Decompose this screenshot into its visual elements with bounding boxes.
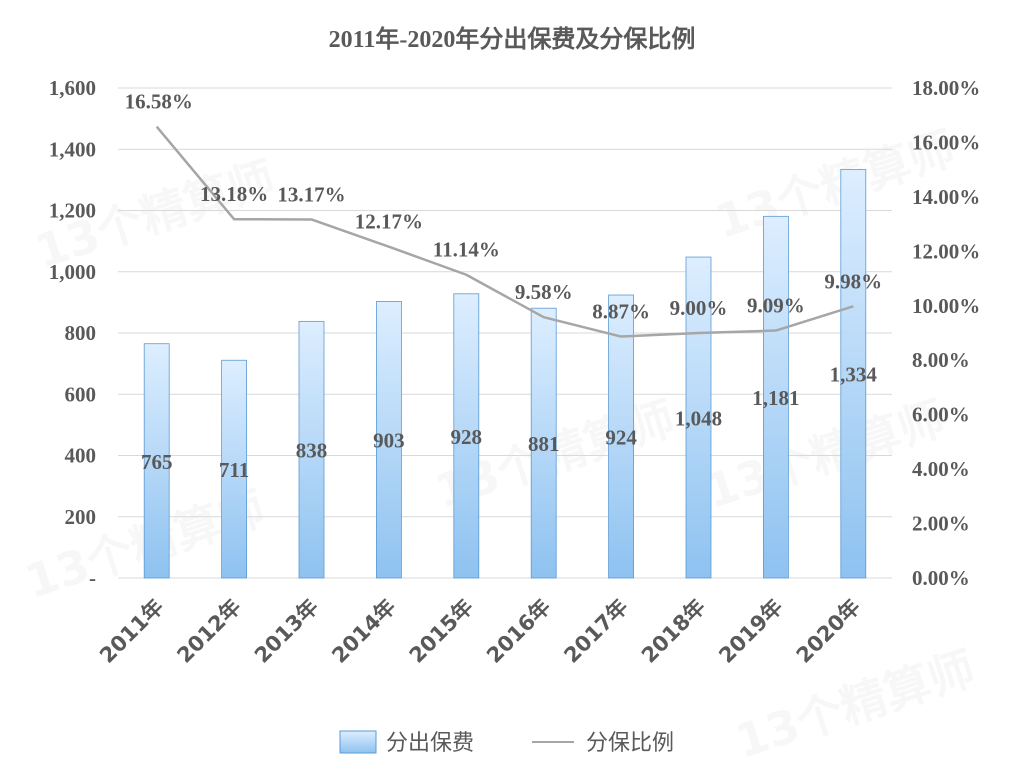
x-tick-label: 2012年 [172, 595, 245, 668]
line-series [155, 125, 854, 338]
x-tick-label: 2014年 [327, 595, 400, 668]
left-tick-label: 800 [65, 321, 97, 345]
bar [763, 215, 789, 579]
watermark-logo: 13个精算师 [729, 641, 982, 769]
right-tick-label: 2.00% [912, 512, 970, 536]
right-axis-ticks: 0.00% 2.00% 4.00% 6.00% 8.00% 10.00% 12.00% 14.… [912, 76, 980, 590]
x-tick-label: 2019年 [714, 595, 787, 668]
x-tick-label: 2018年 [637, 595, 710, 668]
left-tick-label: 600 [65, 382, 97, 406]
legend-line-label: 分保比例 [586, 731, 674, 756]
bar [530, 307, 557, 579]
line-data-label: 13.17% [277, 182, 345, 206]
bar-data-label: 838 [296, 439, 328, 463]
x-tick-label: 2013年 [250, 595, 323, 668]
bar [221, 359, 248, 579]
right-tick-label: 0.00% [912, 566, 970, 590]
bar-data-label: 881 [528, 432, 560, 456]
bar [453, 293, 480, 579]
line-data-labels: 16.58% 13.18% 13.17% 12.17% 11.14% 9.58% 8.87%… [125, 90, 883, 324]
bar-data-label: 1,334 [830, 363, 878, 387]
bar-data-label: 1,181 [752, 386, 799, 410]
right-tick-label: 6.00% [912, 403, 970, 427]
legend-bar-swatch [339, 730, 377, 754]
chart-title: 2011年-2020年分出保费及分保比例 [329, 25, 696, 53]
bar [685, 256, 712, 579]
bar-data-label: 928 [451, 425, 483, 449]
x-tick-label: 2016年 [482, 595, 555, 668]
bar-data-label: 903 [373, 429, 405, 453]
right-tick-label: 10.00% [912, 294, 980, 318]
line-data-label: 8.87% [592, 300, 650, 324]
left-tick-label: 400 [65, 444, 97, 468]
left-axis-ticks: - 200 400 600 800 1,000 1,200 1,400 1,600 [49, 76, 96, 590]
bar [143, 343, 170, 579]
bar [375, 301, 402, 579]
line-data-label: 9.00% [670, 296, 728, 320]
bar [840, 169, 867, 579]
right-tick-label: 8.00% [912, 348, 970, 372]
left-tick-label: 1,200 [49, 199, 96, 223]
x-tick-label: 2011年 [95, 595, 168, 668]
left-tick-label: - [89, 566, 96, 590]
right-tick-label: 4.00% [912, 457, 970, 481]
right-tick-label: 12.00% [912, 239, 980, 263]
right-tick-label: 18.00% [912, 76, 980, 100]
legend-bar-label: 分出保费 [386, 731, 474, 756]
legend: 分出保费 分保比例 [339, 730, 674, 756]
line-data-label: 12.17% [355, 210, 423, 234]
line-data-label: 9.98% [824, 269, 882, 293]
bar-data-label: 924 [605, 426, 637, 450]
bar-data-label: 1,048 [675, 407, 722, 431]
line-data-label: 13.18% [200, 182, 268, 206]
svg-text:13个精算师: 13个精算师 [729, 641, 982, 769]
bar-data-label: 765 [141, 450, 173, 474]
bar [608, 294, 634, 579]
x-tick-label: 2017年 [559, 595, 632, 668]
bar-series [143, 169, 867, 579]
bar [298, 320, 325, 579]
left-tick-label: 1,600 [49, 76, 96, 100]
line-data-label: 9.58% [515, 280, 573, 304]
line-data-label: 11.14% [433, 238, 500, 262]
right-tick-label: 14.00% [912, 185, 980, 209]
line-path [155, 125, 854, 338]
x-tick-label: 2020年 [792, 595, 865, 668]
right-tick-label: 16.00% [912, 130, 980, 154]
x-axis-ticks: 2011年 2012年 2013年 2014年 2015年 2016年 2017年 2018年… [95, 595, 865, 668]
line-data-label: 16.58% [125, 90, 193, 114]
line-data-label: 9.09% [747, 294, 805, 318]
left-tick-label: 1,000 [49, 260, 96, 284]
x-tick-label: 2015年 [405, 595, 478, 668]
bar-data-label: 711 [219, 458, 249, 482]
left-tick-label: 1,400 [49, 137, 96, 161]
bar-data-labels: 765 711 838 903 928 881 924 1,048 1,181 1,334 [141, 363, 877, 482]
left-tick-label: 200 [65, 505, 97, 529]
